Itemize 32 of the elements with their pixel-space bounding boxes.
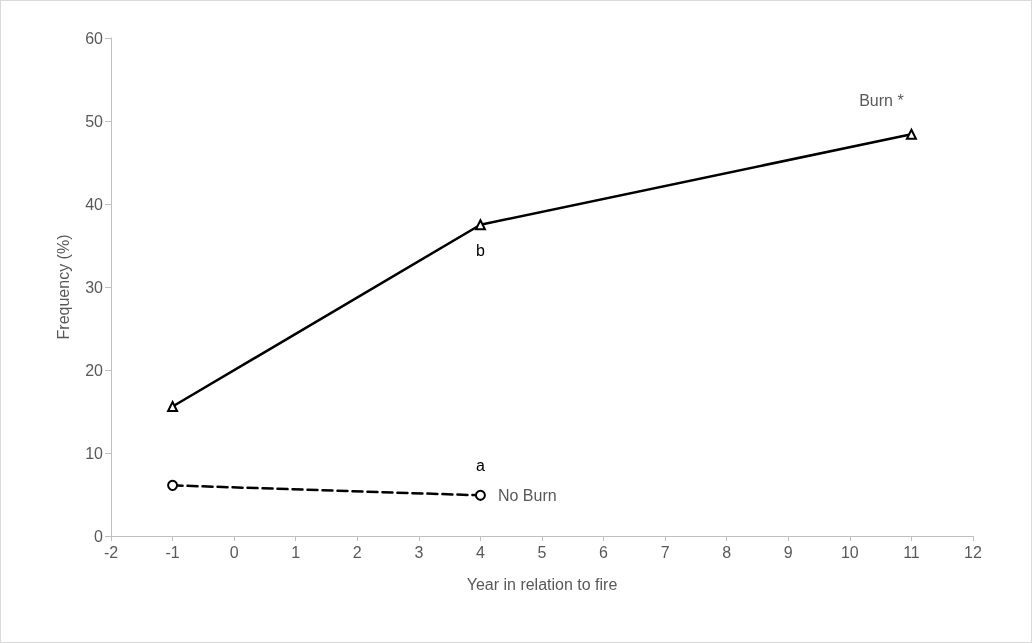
x-tick-label: 4 (475, 543, 485, 561)
x-tick-label: 10 (840, 543, 859, 561)
y-tick-label: 10 (85, 444, 104, 462)
point (167, 479, 179, 491)
y-tick-label: 40 (85, 195, 104, 213)
x-tick-label: 11 (903, 543, 920, 561)
x-tick-label: 8 (722, 543, 732, 561)
x-tick-label: -1 (165, 543, 180, 561)
y-axis-title: Frequency (%) (54, 234, 72, 340)
y-tick-label: 30 (85, 278, 104, 296)
x-tick-label: 9 (783, 543, 793, 561)
x-tick-label: 6 (599, 543, 609, 561)
point (474, 489, 486, 501)
x-tick-label: -2 (103, 543, 119, 561)
point (905, 128, 917, 140)
x-tick-label: 5 (537, 543, 547, 561)
y-tick-label: 50 (85, 112, 104, 130)
annotation: b (475, 242, 485, 260)
x-tick-label: 2 (352, 543, 362, 561)
annotation: a (475, 456, 485, 474)
x-tick-label: 12 (964, 543, 982, 561)
x-tick-label: 7 (660, 543, 670, 561)
series-label: Burn * (859, 92, 904, 110)
point (474, 219, 486, 231)
series-label: No Burn (497, 486, 557, 504)
x-tick-label: 0 (229, 543, 239, 561)
y-tick-label: 0 (94, 527, 104, 545)
y-tick-label: 20 (85, 361, 104, 379)
y-tick-label: 60 (85, 29, 104, 47)
x-tick-label: 3 (414, 543, 424, 561)
x-axis-title: Year in relation to fire (466, 575, 618, 593)
x-tick-label: 1 (291, 543, 301, 561)
